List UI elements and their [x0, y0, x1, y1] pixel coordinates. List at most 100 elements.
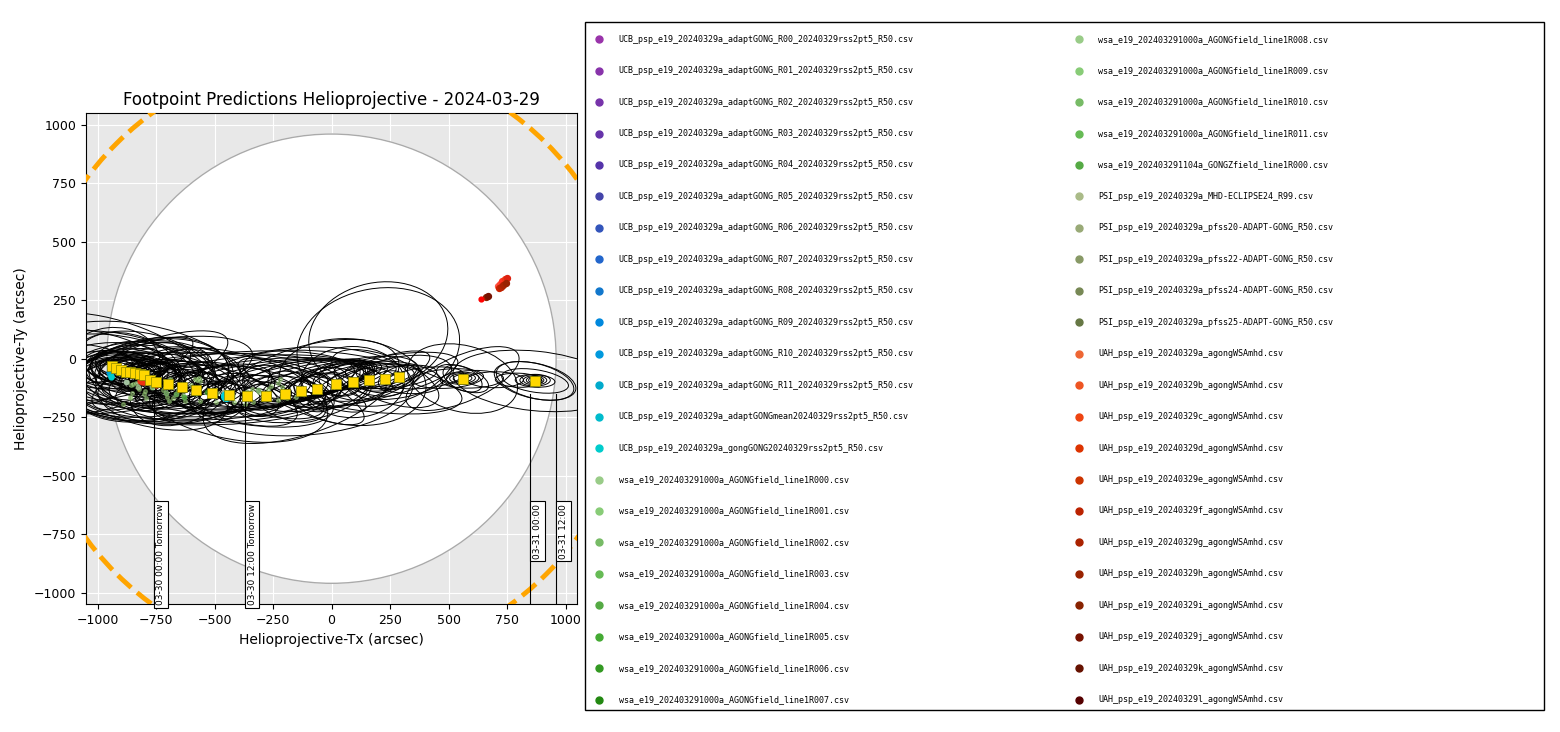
Point — [137, 374, 161, 386]
Point — [131, 376, 156, 388]
Point — [487, 278, 512, 290]
Point — [97, 368, 122, 380]
Point — [140, 374, 167, 386]
Point — [126, 384, 151, 395]
Point — [131, 388, 156, 400]
Point — [214, 390, 239, 402]
Point — [139, 374, 164, 386]
Text: PSI_psp_e19_20240329a_MHD-ECLIPSE24_R99.csv: PSI_psp_e19_20240329a_MHD-ECLIPSE24_R99.… — [1098, 192, 1314, 201]
Point — [493, 277, 518, 288]
Point — [144, 379, 168, 391]
Point — [158, 374, 183, 386]
Point — [98, 365, 123, 377]
Text: UAH_psp_e19_20240329a_agongWSAmhd.csv: UAH_psp_e19_20240329a_agongWSAmhd.csv — [1098, 349, 1284, 358]
Point — [154, 391, 179, 403]
Point — [170, 389, 195, 400]
Point — [222, 397, 246, 408]
Point — [259, 381, 284, 392]
Title: Footpoint Predictions Helioprojective - 2024-03-29: Footpoint Predictions Helioprojective - … — [123, 91, 540, 108]
Text: wsa_e19_202403291000a_AGONGfield_line1R007.csv: wsa_e19_202403291000a_AGONGfield_line1R0… — [619, 695, 849, 704]
Point — [129, 376, 154, 388]
Point — [204, 387, 229, 399]
Text: wsa_e19_202403291000a_AGONGfield_line1R002.csv: wsa_e19_202403291000a_AGONGfield_line1R0… — [619, 538, 849, 547]
Point — [220, 390, 245, 402]
Text: PSI_psp_e19_20240329a_pfss22-ADAPT-GONG_R50.csv: PSI_psp_e19_20240329a_pfss22-ADAPT-GONG_… — [1098, 255, 1334, 264]
Point — [232, 388, 257, 400]
Point — [98, 364, 123, 376]
Text: UCB_psp_e19_20240329a_adaptGONGmean20240329rss2pt5_R50.csv: UCB_psp_e19_20240329a_adaptGONGmean20240… — [619, 412, 908, 421]
X-axis label: Helioprojective-Tx (arcsec): Helioprojective-Tx (arcsec) — [239, 632, 424, 646]
Text: wsa_e19_202403291000a_AGONGfield_line1R008.csv: wsa_e19_202403291000a_AGONGfield_line1R0… — [1098, 34, 1328, 44]
Point — [114, 376, 139, 388]
Point — [97, 367, 122, 378]
Point — [165, 384, 190, 396]
Text: UCB_psp_e19_20240329a_adaptGONG_R09_20240329rss2pt5_R50.csv: UCB_psp_e19_20240329a_adaptGONG_R09_2024… — [619, 318, 914, 326]
Point — [111, 398, 136, 410]
Circle shape — [106, 134, 555, 583]
Text: UCB_psp_e19_20240329a_adaptGONG_R05_20240329rss2pt5_R50.csv: UCB_psp_e19_20240329a_adaptGONG_R05_2024… — [619, 192, 914, 201]
Point — [119, 378, 144, 390]
Text: UAH_psp_e19_20240329d_agongWSAmhd.csv: UAH_psp_e19_20240329d_agongWSAmhd.csv — [1098, 444, 1284, 452]
Point — [234, 386, 259, 397]
Point — [183, 387, 207, 399]
Text: 03-30 12:00 Tomorrow: 03-30 12:00 Tomorrow — [248, 504, 257, 605]
Point — [491, 279, 516, 291]
Point — [151, 384, 176, 396]
Text: UCB_psp_e19_20240329a_adaptGONG_R06_20240329rss2pt5_R50.csv: UCB_psp_e19_20240329a_adaptGONG_R06_2024… — [619, 223, 914, 232]
Point — [187, 395, 212, 406]
Point — [251, 393, 276, 405]
Point — [97, 365, 122, 376]
Text: UAH_psp_e19_20240329k_agongWSAmhd.csv: UAH_psp_e19_20240329k_agongWSAmhd.csv — [1098, 664, 1284, 673]
Point — [117, 392, 142, 404]
Point — [161, 392, 186, 403]
Point — [98, 365, 123, 377]
Text: 03-30 00:00 Tomorrow: 03-30 00:00 Tomorrow — [156, 504, 165, 605]
Text: UCB_psp_e19_20240329a_adaptGONG_R08_20240329rss2pt5_R50.csv: UCB_psp_e19_20240329a_adaptGONG_R08_2024… — [619, 286, 914, 295]
Point — [164, 388, 189, 400]
Point — [120, 378, 145, 390]
Text: 03-31 12:00: 03-31 12:00 — [558, 504, 568, 559]
Point — [98, 367, 123, 378]
Point — [120, 387, 145, 399]
Point — [275, 392, 300, 404]
Point — [123, 378, 148, 389]
Text: wsa_e19_202403291000a_AGONGfield_line1R005.csv: wsa_e19_202403291000a_AGONGfield_line1R0… — [619, 632, 849, 641]
Text: UAH_psp_e19_20240329i_agongWSAmhd.csv: UAH_psp_e19_20240329i_agongWSAmhd.csv — [1098, 601, 1284, 610]
Point — [134, 392, 159, 404]
Point — [485, 280, 510, 292]
Point — [189, 376, 214, 387]
Point — [172, 395, 197, 407]
Point — [491, 273, 516, 285]
Text: UCB_psp_e19_20240329a_adaptGONG_R01_20240329rss2pt5_R50.csv: UCB_psp_e19_20240329a_adaptGONG_R01_2024… — [619, 66, 914, 75]
Point — [179, 379, 204, 391]
Point — [284, 391, 309, 403]
Point — [239, 383, 264, 395]
Point — [487, 283, 512, 294]
Point — [98, 366, 123, 378]
Text: UCB_psp_e19_20240329a_adaptGONG_R11_20240329rss2pt5_R50.csv: UCB_psp_e19_20240329a_adaptGONG_R11_2024… — [619, 381, 914, 389]
Point — [184, 374, 209, 386]
Text: wsa_e19_202403291000a_AGONGfield_line1R011.csv: wsa_e19_202403291000a_AGONGfield_line1R0… — [1098, 129, 1328, 138]
Text: UAH_psp_e19_20240329b_agongWSAmhd.csv: UAH_psp_e19_20240329b_agongWSAmhd.csv — [1098, 381, 1284, 389]
Point — [98, 370, 123, 382]
Text: UAH_psp_e19_20240329l_agongWSAmhd.csv: UAH_psp_e19_20240329l_agongWSAmhd.csv — [1098, 695, 1284, 704]
Text: UCB_psp_e19_20240329a_adaptGONG_R02_20240329rss2pt5_R50.csv: UCB_psp_e19_20240329a_adaptGONG_R02_2024… — [619, 97, 914, 107]
Point — [134, 373, 159, 384]
Text: UCB_psp_e19_20240329a_adaptGONG_R10_20240329rss2pt5_R50.csv: UCB_psp_e19_20240329a_adaptGONG_R10_2024… — [619, 349, 914, 358]
Point — [98, 361, 123, 373]
Point — [273, 389, 298, 401]
Point — [488, 281, 513, 293]
Point — [240, 396, 265, 408]
Point — [237, 391, 262, 403]
Point — [212, 390, 237, 402]
Text: UCB_psp_e19_20240329a_adaptGONG_R04_20240329rss2pt5_R50.csv: UCB_psp_e19_20240329a_adaptGONG_R04_2024… — [619, 160, 914, 170]
Text: UAH_psp_e19_20240329j_agongWSAmhd.csv: UAH_psp_e19_20240329j_agongWSAmhd.csv — [1098, 632, 1284, 641]
Text: UAH_psp_e19_20240329c_agongWSAmhd.csv: UAH_psp_e19_20240329c_agongWSAmhd.csv — [1098, 412, 1284, 421]
Point — [139, 381, 164, 393]
Point — [158, 373, 183, 385]
Text: wsa_e19_202403291000a_AGONGfield_line1R009.csv: wsa_e19_202403291000a_AGONGfield_line1R0… — [1098, 66, 1328, 75]
Text: UAH_psp_e19_20240329e_agongWSAmhd.csv: UAH_psp_e19_20240329e_agongWSAmhd.csv — [1098, 475, 1284, 484]
Point — [126, 375, 151, 386]
Point — [270, 381, 295, 393]
Point — [97, 368, 122, 380]
